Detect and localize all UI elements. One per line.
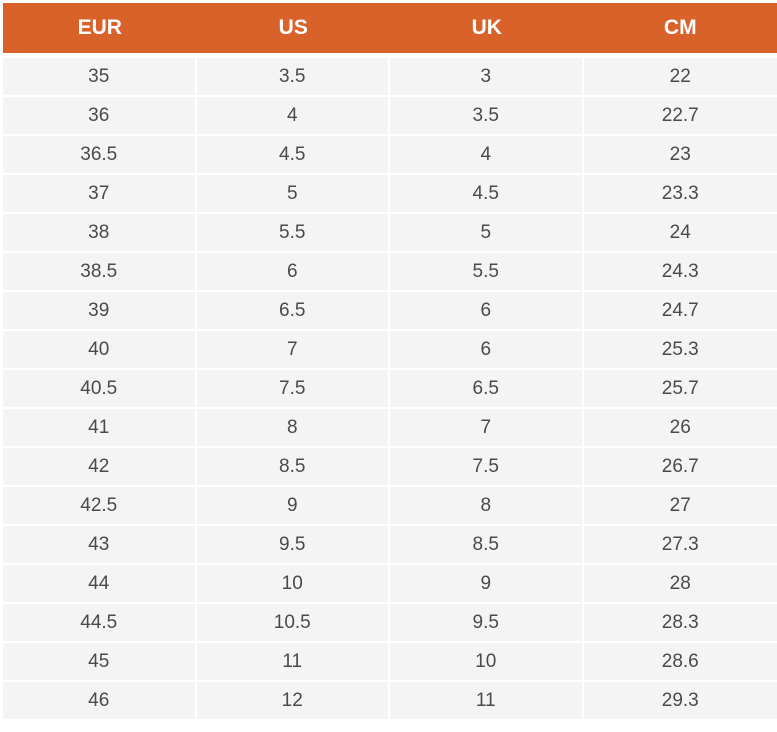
table-row: 45 11 10 28.6 bbox=[3, 641, 777, 680]
cell-us: 8 bbox=[196, 407, 390, 446]
cell-uk: 6.5 bbox=[390, 368, 584, 407]
table-row: 44 10 9 28 bbox=[3, 563, 777, 602]
cell-us: 7.5 bbox=[196, 368, 390, 407]
table-row: 38.5 6 5.5 24.3 bbox=[3, 251, 777, 290]
table-row: 42.5 9 8 27 bbox=[3, 485, 777, 524]
cell-uk: 6 bbox=[390, 329, 584, 368]
cell-cm: 24.7 bbox=[583, 290, 777, 329]
cell-cm: 23 bbox=[583, 134, 777, 173]
cell-cm: 28.3 bbox=[583, 602, 777, 641]
cell-eur: 40.5 bbox=[3, 368, 197, 407]
cell-eur: 38.5 bbox=[3, 251, 197, 290]
cell-eur: 44.5 bbox=[3, 602, 197, 641]
table-header: EUR US UK CM bbox=[3, 3, 777, 53]
cell-uk: 10 bbox=[390, 641, 584, 680]
cell-us: 9.5 bbox=[196, 524, 390, 563]
table-row: 36.5 4.5 4 23 bbox=[3, 134, 777, 173]
cell-cm: 22 bbox=[583, 53, 777, 95]
cell-us: 5.5 bbox=[196, 212, 390, 251]
cell-eur: 36.5 bbox=[3, 134, 197, 173]
cell-eur: 46 bbox=[3, 680, 197, 719]
cell-uk: 9 bbox=[390, 563, 584, 602]
cell-uk: 4 bbox=[390, 134, 584, 173]
cell-cm: 25.3 bbox=[583, 329, 777, 368]
header-row: EUR US UK CM bbox=[3, 3, 777, 53]
cell-cm: 27.3 bbox=[583, 524, 777, 563]
header-eur: EUR bbox=[3, 3, 197, 53]
table-row: 38 5.5 5 24 bbox=[3, 212, 777, 251]
cell-uk: 11 bbox=[390, 680, 584, 719]
header-uk: UK bbox=[390, 3, 584, 53]
cell-cm: 24.3 bbox=[583, 251, 777, 290]
cell-us: 8.5 bbox=[196, 446, 390, 485]
cell-eur: 41 bbox=[3, 407, 197, 446]
header-us: US bbox=[196, 3, 390, 53]
cell-uk: 9.5 bbox=[390, 602, 584, 641]
cell-eur: 42.5 bbox=[3, 485, 197, 524]
cell-us: 9 bbox=[196, 485, 390, 524]
table-row: 37 5 4.5 23.3 bbox=[3, 173, 777, 212]
cell-uk: 3 bbox=[390, 53, 584, 95]
table-row: 42 8.5 7.5 26.7 bbox=[3, 446, 777, 485]
table-row: 39 6.5 6 24.7 bbox=[3, 290, 777, 329]
cell-cm: 25.7 bbox=[583, 368, 777, 407]
table-row: 40 7 6 25.3 bbox=[3, 329, 777, 368]
cell-us: 6.5 bbox=[196, 290, 390, 329]
cell-cm: 26.7 bbox=[583, 446, 777, 485]
cell-eur: 44 bbox=[3, 563, 197, 602]
cell-uk: 5 bbox=[390, 212, 584, 251]
cell-eur: 45 bbox=[3, 641, 197, 680]
cell-us: 10 bbox=[196, 563, 390, 602]
cell-us: 5 bbox=[196, 173, 390, 212]
table-row: 41 8 7 26 bbox=[3, 407, 777, 446]
cell-cm: 29.3 bbox=[583, 680, 777, 719]
cell-eur: 42 bbox=[3, 446, 197, 485]
cell-uk: 8.5 bbox=[390, 524, 584, 563]
header-cm: CM bbox=[583, 3, 777, 53]
table-row: 35 3.5 3 22 bbox=[3, 53, 777, 95]
cell-us: 6 bbox=[196, 251, 390, 290]
size-conversion-table: EUR US UK CM 35 3.5 3 22 36 4 3.5 22.7 36.5 4.5 4 2… bbox=[3, 3, 777, 719]
cell-uk: 4.5 bbox=[390, 173, 584, 212]
cell-eur: 40 bbox=[3, 329, 197, 368]
cell-uk: 5.5 bbox=[390, 251, 584, 290]
cell-eur: 35 bbox=[3, 53, 197, 95]
cell-eur: 37 bbox=[3, 173, 197, 212]
cell-cm: 22.7 bbox=[583, 95, 777, 134]
cell-cm: 24 bbox=[583, 212, 777, 251]
cell-us: 3.5 bbox=[196, 53, 390, 95]
table-row: 36 4 3.5 22.7 bbox=[3, 95, 777, 134]
table-row: 44.5 10.5 9.5 28.3 bbox=[3, 602, 777, 641]
cell-uk: 8 bbox=[390, 485, 584, 524]
cell-us: 12 bbox=[196, 680, 390, 719]
cell-cm: 28.6 bbox=[583, 641, 777, 680]
cell-us: 7 bbox=[196, 329, 390, 368]
cell-us: 4.5 bbox=[196, 134, 390, 173]
cell-cm: 23.3 bbox=[583, 173, 777, 212]
cell-uk: 3.5 bbox=[390, 95, 584, 134]
cell-eur: 39 bbox=[3, 290, 197, 329]
cell-uk: 7.5 bbox=[390, 446, 584, 485]
table-row: 40.5 7.5 6.5 25.7 bbox=[3, 368, 777, 407]
table-row: 43 9.5 8.5 27.3 bbox=[3, 524, 777, 563]
cell-eur: 38 bbox=[3, 212, 197, 251]
cell-uk: 7 bbox=[390, 407, 584, 446]
cell-us: 10.5 bbox=[196, 602, 390, 641]
cell-eur: 36 bbox=[3, 95, 197, 134]
cell-cm: 26 bbox=[583, 407, 777, 446]
cell-eur: 43 bbox=[3, 524, 197, 563]
cell-cm: 28 bbox=[583, 563, 777, 602]
cell-cm: 27 bbox=[583, 485, 777, 524]
cell-uk: 6 bbox=[390, 290, 584, 329]
cell-us: 4 bbox=[196, 95, 390, 134]
table-row: 46 12 11 29.3 bbox=[3, 680, 777, 719]
cell-us: 11 bbox=[196, 641, 390, 680]
table-body: 35 3.5 3 22 36 4 3.5 22.7 36.5 4.5 4 23 37 5 4.5 23.3 38… bbox=[3, 53, 777, 719]
